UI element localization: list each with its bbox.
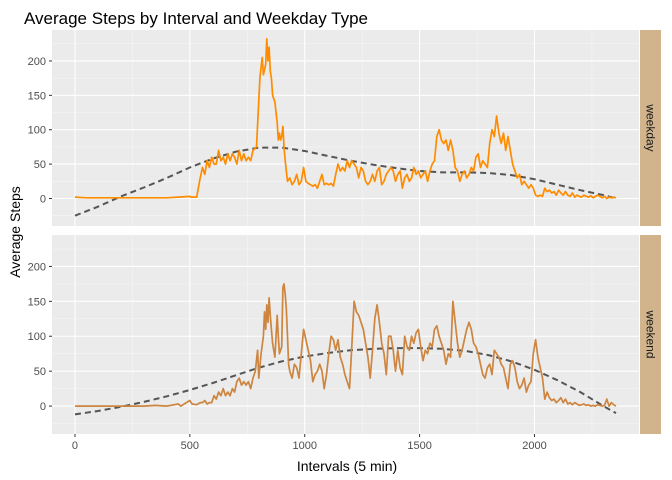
series-line-weekday (74, 38, 617, 200)
y-tick-label: 0 (40, 401, 46, 413)
x-tick-label: 1500 (407, 440, 431, 452)
y-tick-label: 100 (28, 125, 46, 137)
facet-strip-label: weekend (644, 309, 658, 358)
facet-strip (640, 235, 661, 434)
panel-background (52, 30, 639, 226)
x-tick-label: 2000 (522, 440, 546, 452)
x-axis-title: Intervals (5 min) (297, 458, 397, 474)
y-tick-label: 100 (28, 331, 46, 343)
x-tick-label: 500 (181, 440, 199, 452)
y-axis-title: Average Steps (7, 186, 23, 278)
y-tick-label: 150 (28, 296, 46, 308)
panel-weekend: 0 50 100 150 200 weekend 0 500 1000 1500 2000 (28, 235, 661, 452)
facet-strip (640, 30, 661, 226)
facet-strip-label: weekday (644, 103, 658, 151)
trend-line-weekday (74, 146, 617, 217)
y-tick-label: 150 (28, 90, 46, 102)
y-tick-label: 50 (34, 366, 46, 378)
x-tick-label: 0 (72, 440, 78, 452)
facet-panels: 0 50 100 150 200 weekday 0 50 100 150 200 weekend 0 5… (28, 30, 661, 452)
y-tick-label: 50 (34, 159, 46, 171)
panel-weekday: 0 50 100 150 200 weekday (28, 30, 661, 226)
series-line-weekend (75, 283, 617, 407)
y-tick-label: 0 (40, 193, 46, 205)
y-tick-label: 200 (28, 56, 46, 68)
x-tick-label: 1000 (292, 440, 316, 452)
trend-line-weekend (74, 347, 617, 416)
panel-background (52, 235, 639, 434)
chart-title: Average Steps by Interval and Weekday Ty… (24, 9, 368, 28)
y-tick-label: 200 (28, 261, 46, 273)
